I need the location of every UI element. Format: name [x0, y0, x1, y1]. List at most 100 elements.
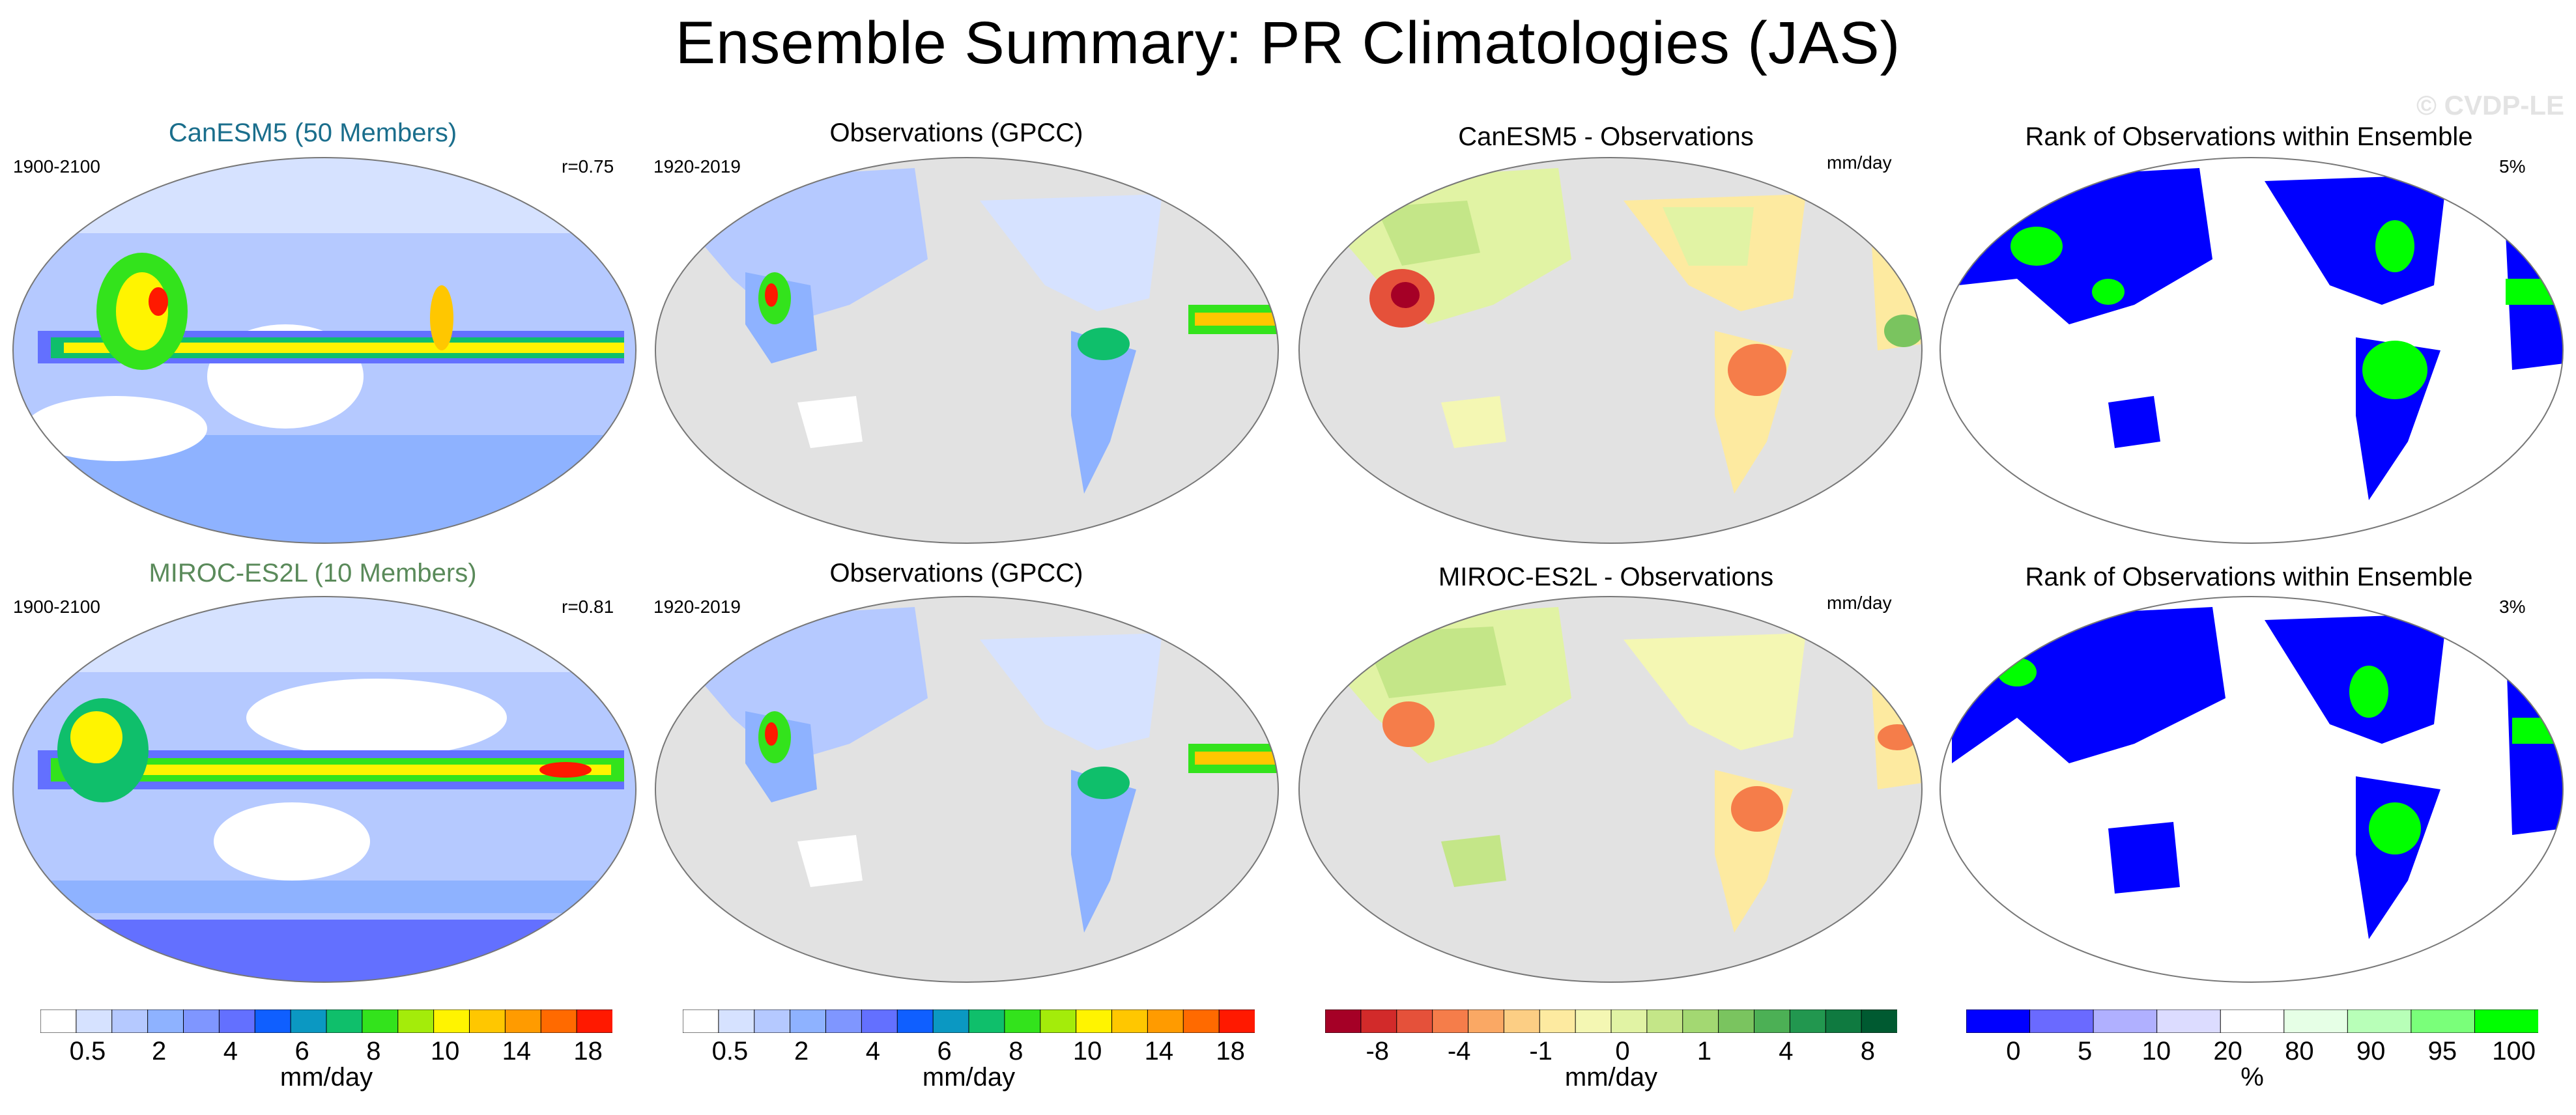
- colorbar-swatch: [326, 1009, 363, 1033]
- colorbar-swatch: [397, 1009, 435, 1033]
- map-rank-observations: [1939, 596, 2564, 983]
- colorbar-swatch: [218, 1009, 256, 1033]
- colorbar-swatch: [683, 1009, 719, 1033]
- colorbar-tick-label: 20: [2213, 1037, 2242, 1066]
- panel-period-label: 1900-2100: [13, 597, 100, 617]
- colorbar-tick-label: 4: [223, 1037, 238, 1066]
- colorbar-swatch: [290, 1009, 328, 1033]
- panel-rank-percent: 3%: [2499, 597, 2526, 617]
- colorbar-tick-label: 90: [2356, 1037, 2386, 1066]
- map-miroc-climatology: [12, 596, 637, 983]
- map-model-minus-obs: [1298, 596, 1923, 983]
- colorbar-swatch: [1182, 1009, 1220, 1033]
- panel-period-label: 1920-2019: [653, 597, 741, 617]
- colorbar-swatch: [1754, 1009, 1791, 1033]
- colorbar-tick-label: -8: [1366, 1037, 1390, 1066]
- colorbar-swatch: [2156, 1009, 2222, 1033]
- colorbar-tick-label: 100: [2492, 1037, 2536, 1066]
- colorbar-swatch: [504, 1009, 542, 1033]
- colorbar-tick-label: 0.5: [711, 1037, 749, 1066]
- colorbar-obs-precip: [683, 1009, 1255, 1033]
- colorbar-swatch: [2220, 1009, 2285, 1033]
- colorbar-swatch: [1789, 1009, 1827, 1033]
- colorbar-tick-label: 18: [573, 1037, 603, 1066]
- colorbar-swatch: [861, 1009, 898, 1033]
- colorbar-swatch: [76, 1009, 113, 1033]
- colorbar-tick-label: 1: [1696, 1037, 1712, 1066]
- colorbar-swatch: [1111, 1009, 1149, 1033]
- colorbar-swatch: [1396, 1009, 1433, 1033]
- colorbar-tick-label: 0: [1615, 1037, 1630, 1066]
- colorbar-swatch: [825, 1009, 863, 1033]
- panel-title-miroc: MIROC-ES2L (10 Members): [149, 559, 477, 587]
- colorbar-swatch: [576, 1009, 612, 1033]
- colorbar-difference: [1325, 1009, 1897, 1033]
- colorbar-swatch: [147, 1009, 184, 1033]
- colorbar-tick-label: 0.5: [69, 1037, 106, 1066]
- colorbar-tick-label: 8: [1860, 1037, 1875, 1066]
- colorbar-swatch: [2093, 1009, 2158, 1033]
- colorbar-tick-label: 6: [937, 1037, 952, 1066]
- colorbar-rank: [1966, 1009, 2538, 1033]
- panel-title-difference: MIROC-ES2L - Observations: [1438, 563, 1774, 591]
- colorbar-swatch: [790, 1009, 827, 1033]
- panel-title-observations: Observations (GPCC): [829, 559, 1083, 587]
- colorbar-swatch: [1147, 1009, 1184, 1033]
- panel-period-label: 1920-2019: [653, 156, 741, 176]
- colorbar-swatch: [1503, 1009, 1541, 1033]
- colorbar-tick-label: 2: [794, 1037, 809, 1066]
- panel-title-canesm5: CanESM5 (50 Members): [168, 119, 457, 147]
- panel-units-label: mm/day: [1827, 152, 1892, 173]
- colorbar-tick-label: 5: [2078, 1037, 2093, 1066]
- colorbar-tick-label: -1: [1529, 1037, 1553, 1066]
- panel-title-observations: Observations (GPCC): [829, 119, 1083, 147]
- colorbar-swatch: [718, 1009, 755, 1033]
- colorbar-tick-label: -4: [1447, 1037, 1471, 1066]
- colorbar-tick-label: 18: [1216, 1037, 1245, 1066]
- map-observations-gpcc: [655, 596, 1279, 983]
- colorbar-swatch: [754, 1009, 791, 1033]
- colorbar-swatch: [1325, 1009, 1362, 1033]
- colorbar-tick-label: 80: [2285, 1037, 2314, 1066]
- colorbar-tick-label: 8: [1009, 1037, 1023, 1066]
- map-canesm5-climatology: [12, 157, 637, 544]
- colorbar-swatch: [1966, 1009, 2031, 1033]
- colorbar-tick-label: 14: [1144, 1037, 1174, 1066]
- map-model-minus-obs: [1298, 157, 1923, 544]
- colorbar-swatch: [1861, 1009, 1897, 1033]
- colorbar-swatch: [1004, 1009, 1041, 1033]
- colorbar-swatch: [1825, 1009, 1863, 1033]
- colorbar-swatch: [2474, 1009, 2538, 1033]
- colorbar-tick-label: 6: [294, 1037, 309, 1066]
- colorbar-swatch: [469, 1009, 506, 1033]
- panel-correlation: r=0.75: [562, 156, 614, 176]
- panel-rank-percent: 5%: [2499, 156, 2526, 176]
- panel-period-label: 1900-2100: [13, 156, 100, 176]
- panel-units-label: mm/day: [1827, 593, 1892, 613]
- map-observations-gpcc: [655, 157, 1279, 544]
- colorbar-swatch: [896, 1009, 934, 1033]
- colorbar-units-label: mm/day: [922, 1063, 1016, 1092]
- colorbar-tick-label: 8: [366, 1037, 381, 1066]
- colorbar-swatch: [932, 1009, 970, 1033]
- colorbar-tick-label: 10: [1072, 1037, 1102, 1066]
- panel-title-difference: CanESM5 - Observations: [1458, 122, 1754, 151]
- colorbar-swatch: [40, 1009, 77, 1033]
- colorbar-swatch: [1718, 1009, 1755, 1033]
- colorbar-tick-label: 10: [2141, 1037, 2171, 1066]
- colorbar-swatch: [111, 1009, 149, 1033]
- colorbar-swatch: [1218, 1009, 1255, 1033]
- watermark: © CVDP-LE: [2416, 90, 2564, 120]
- panel-title-rank: Rank of Observations within Ensemble: [2025, 563, 2473, 591]
- colorbar-swatch: [1646, 1009, 1683, 1033]
- colorbar-swatch: [968, 1009, 1005, 1033]
- colorbar-units-label: mm/day: [279, 1063, 373, 1092]
- colorbar-swatch: [1076, 1009, 1113, 1033]
- colorbar-swatch: [1682, 1009, 1719, 1033]
- colorbar-tick-label: 2: [152, 1037, 167, 1066]
- map-rank-observations: [1939, 157, 2564, 544]
- colorbar-swatch: [1468, 1009, 1505, 1033]
- colorbar-swatch: [1432, 1009, 1469, 1033]
- colorbar-canesm-precip: [40, 1009, 612, 1033]
- colorbar-units-label: %: [2240, 1063, 2264, 1092]
